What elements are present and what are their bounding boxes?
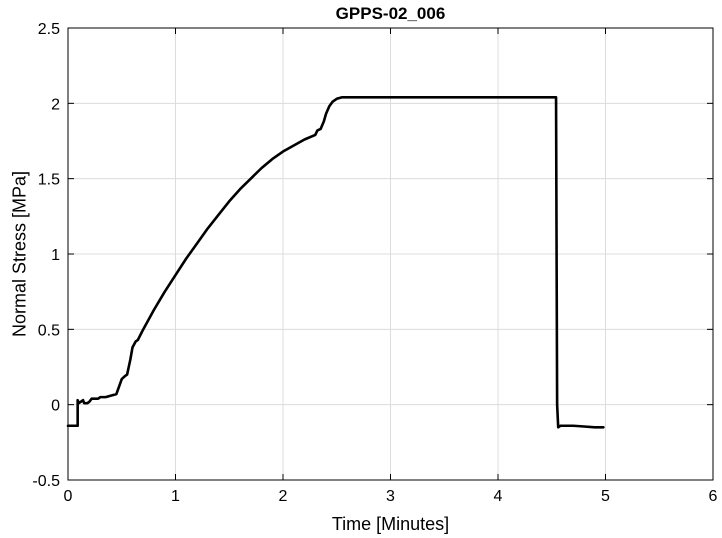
y-tick-label: 2	[51, 96, 60, 113]
x-axis-label: Time [Minutes]	[332, 514, 449, 534]
y-tick-label: 1	[51, 247, 60, 264]
y-tick-label: 1.5	[38, 172, 60, 189]
y-tick-label: -0.5	[32, 473, 60, 490]
x-tick-label: 3	[386, 488, 395, 505]
y-tick-label: 2.5	[38, 21, 60, 38]
x-tick-label: 4	[494, 488, 503, 505]
series-line	[66, 96, 605, 429]
x-tick-label: 1	[171, 488, 180, 505]
y-tick-label: 0	[51, 398, 60, 415]
y-tick-label: 0.5	[38, 322, 60, 339]
x-tick-label: 5	[601, 488, 610, 505]
y-axis-label: Normal Stress [MPa]	[9, 171, 29, 337]
x-tick-label: 6	[709, 488, 718, 505]
chart-title: GPPS-02_006	[336, 4, 446, 23]
x-tick-label: 0	[64, 488, 73, 505]
x-tick-label: 2	[279, 488, 288, 505]
ticks-layer: 0 1 2 3 4 5 6-0.500.511.522.5	[32, 21, 717, 505]
